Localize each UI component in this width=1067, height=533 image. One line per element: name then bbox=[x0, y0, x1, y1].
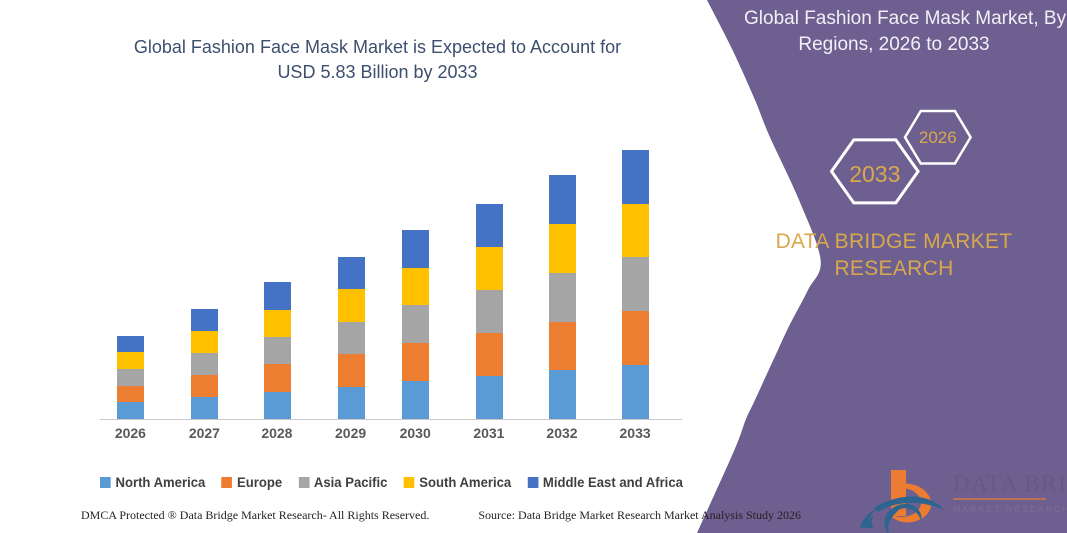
svg-text:MARKET RESEARCH: MARKET RESEARCH bbox=[953, 504, 1067, 514]
svg-text:DATA BRIDGE: DATA BRIDGE bbox=[953, 471, 1067, 496]
